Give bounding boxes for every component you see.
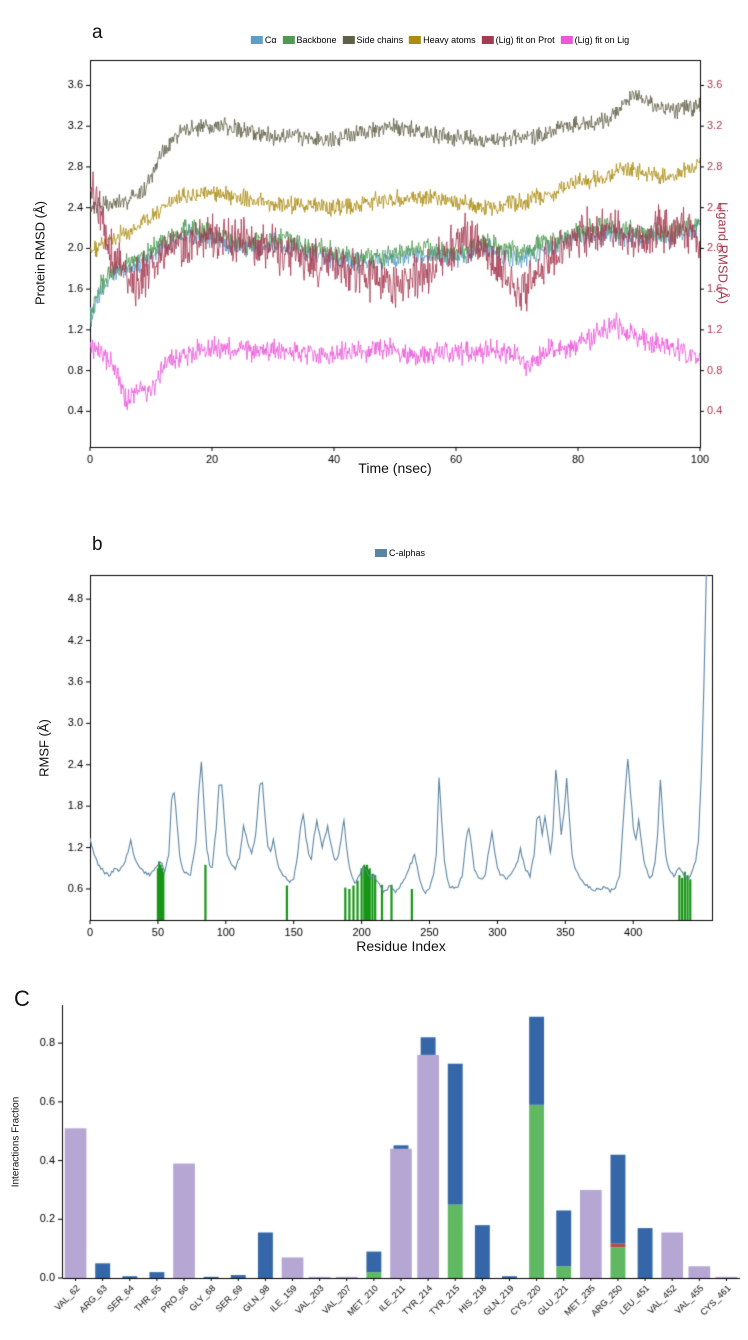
- panel-a-ylabel-right: Ligand RMSD (Å): [715, 202, 731, 304]
- legend-label: (Lig) fit on Prot: [495, 35, 555, 45]
- panel-a-ylabel: Protein RMSD (Å): [32, 200, 48, 306]
- panel-b-label: b: [92, 534, 103, 555]
- interactions-fraction-chart: [0, 975, 748, 1340]
- legend-swatch-icon: [560, 36, 573, 44]
- legend-swatch-icon: [409, 36, 422, 44]
- legend-swatch-icon: [342, 36, 355, 44]
- legend-label: Backbone: [296, 35, 337, 45]
- panel-a-label: a: [92, 22, 103, 43]
- legend-label: Side chains: [356, 35, 404, 45]
- legend-swatch-icon: [250, 36, 263, 44]
- legend-label: (Lig) fit on Lig: [574, 35, 630, 45]
- legend-item: (Lig) fit on Lig: [560, 35, 630, 45]
- rmsf-residue-chart: [0, 500, 748, 975]
- panel-c-ylabel: Interactions Fraction: [10, 1096, 22, 1188]
- legend-item: Side chains: [342, 35, 404, 45]
- panel-c-label: C: [14, 986, 30, 1011]
- panel-b-ylabel: RMSF (Å): [36, 719, 52, 777]
- panel-b-legend: C-alphas: [374, 548, 426, 558]
- legend-item: Heavy atoms: [409, 35, 476, 45]
- legend-item: (Lig) fit on Prot: [481, 35, 555, 45]
- panel-b-xlabel: Residue Index: [356, 938, 446, 954]
- panel-a-xlabel: Time (nsec): [358, 460, 432, 476]
- legend-label: Heavy atoms: [423, 35, 476, 45]
- legend-label: Cα: [264, 35, 277, 45]
- legend-item: Backbone: [282, 35, 337, 45]
- legend-item: Cα: [250, 35, 277, 45]
- legend-item: C-alphas: [374, 548, 426, 558]
- rmsd-time-chart: [0, 0, 748, 500]
- panel-a-legend: Cα Backbone Side chains Heavy atoms (Lig) fi…: [250, 35, 630, 45]
- legend-label: C-alphas: [388, 548, 426, 558]
- legend-swatch-icon: [481, 36, 494, 44]
- legend-swatch-icon: [282, 36, 295, 44]
- legend-swatch-icon: [374, 549, 387, 557]
